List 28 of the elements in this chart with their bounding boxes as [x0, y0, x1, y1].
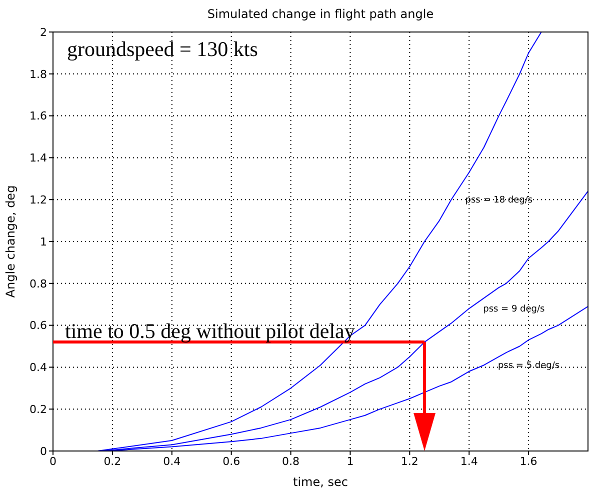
x-tick-label: 1 [346, 454, 354, 468]
y-tick-label: 0.4 [30, 361, 47, 374]
x-tick-label: 0.2 [104, 454, 122, 468]
x-tick-label: 0.8 [282, 454, 300, 468]
y-axis-title: Angle change, deg [3, 185, 18, 298]
series-label: pss = 18 deg/s [465, 196, 533, 206]
y-tick-label: 1.4 [30, 152, 47, 165]
annotation: groundspeed = 130 kts [67, 37, 258, 61]
y-tick-label: 1.2 [30, 194, 47, 207]
y-tick-label: 0.2 [30, 403, 47, 416]
y-tick-label: 0.8 [30, 277, 47, 290]
x-tick-label: 0.6 [222, 454, 240, 468]
chart-title: Simulated change in flight path angle [207, 7, 434, 21]
series-label: pss = 5 deg/s [498, 361, 560, 372]
y-tick-label: 0 [40, 444, 47, 458]
annotation: time to 0.5 deg without pilot delay [65, 319, 356, 344]
x-tick-label: 1.4 [460, 454, 478, 468]
x-axis-title: time, sec [293, 475, 348, 488]
series-label: pss = 9 deg/s [483, 304, 546, 315]
y-tick-label: 0.6 [30, 319, 47, 332]
y-tick-label: 1.6 [30, 110, 47, 123]
x-tick-label: 0 [50, 454, 56, 468]
y-tick-label: 2 [40, 26, 47, 39]
x-tick-label: 1.6 [520, 454, 538, 468]
x-tick-label: 1.2 [400, 454, 418, 468]
y-tick-label: 1 [40, 235, 47, 248]
y-tick-label: 1.8 [30, 68, 47, 81]
x-tick-label: 0.4 [163, 454, 181, 468]
